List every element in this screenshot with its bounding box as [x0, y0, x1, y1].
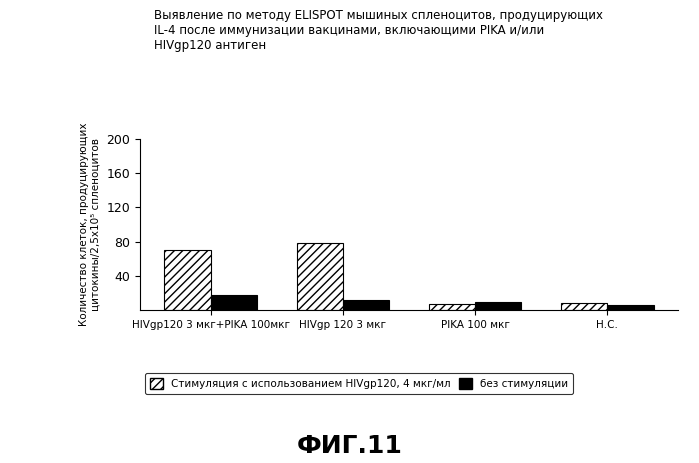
- Bar: [296, 244, 343, 310]
- Bar: [428, 304, 475, 310]
- Bar: [475, 302, 521, 310]
- Bar: [343, 300, 389, 310]
- Legend: Стимуляция с использованием HIVgp120, 4 мкг/мл, без стимуляции: Стимуляция с использованием HIVgp120, 4 …: [145, 373, 573, 394]
- Bar: [607, 305, 654, 310]
- Bar: [164, 250, 210, 310]
- Text: Выявление по методу ELISPOT мышиных спленоцитов, продуцирующих
IL-4 после иммуни: Выявление по методу ELISPOT мышиных спле…: [154, 9, 603, 52]
- Y-axis label: Количество клеток, продуцирующих
цитокины/2,5х10⁵ спленоцитов: Количество клеток, продуцирующих цитокин…: [79, 123, 101, 326]
- Text: ФИГ.11: ФИГ.11: [296, 434, 403, 458]
- Bar: [561, 303, 607, 310]
- Bar: [210, 295, 257, 310]
